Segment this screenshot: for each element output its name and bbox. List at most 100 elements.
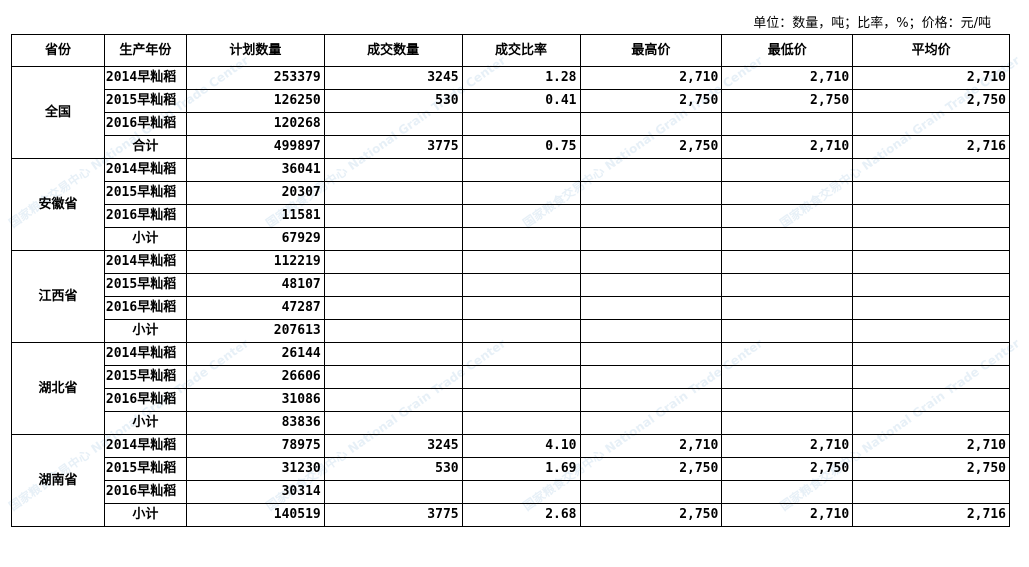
- value-cell: [852, 365, 1010, 389]
- column-header: 省份: [11, 34, 105, 67]
- value-cell: [721, 273, 854, 297]
- year-cell: 2016早籼稻: [103, 480, 187, 504]
- value-cell: [852, 250, 1010, 274]
- value-cell: [461, 480, 581, 504]
- year-cell: 2014早籼稻: [103, 342, 187, 366]
- value-cell: 2,750: [852, 457, 1010, 481]
- value-cell: [323, 158, 463, 182]
- table-row: 2016早籼稻 120268: [12, 112, 1010, 136]
- value-cell: [852, 480, 1010, 504]
- value-cell: 0.41: [461, 89, 581, 113]
- value-cell: 78975: [185, 434, 325, 458]
- value-cell: [721, 365, 854, 389]
- value-cell: 2,716: [852, 503, 1010, 527]
- table-row: 2016早籼稻 31086: [12, 388, 1010, 412]
- value-cell: [721, 319, 854, 343]
- value-cell: [579, 342, 723, 366]
- year-cell: 2016早籼稻: [103, 388, 187, 412]
- column-header: 计划数量: [185, 34, 325, 67]
- value-cell: [721, 411, 854, 435]
- value-cell: [721, 388, 854, 412]
- year-cell: 合计: [103, 135, 187, 159]
- value-cell: 2,710: [721, 66, 854, 90]
- province-cell: 湖北省: [11, 342, 105, 435]
- value-cell: [852, 319, 1010, 343]
- value-cell: 4.10: [461, 434, 581, 458]
- year-cell: 2014早籼稻: [103, 158, 187, 182]
- column-header: 平均价: [852, 34, 1010, 67]
- value-cell: [721, 181, 854, 205]
- table-row: 合计 499897 3775 0.75 2,750 2,710 2,716: [12, 135, 1010, 159]
- value-cell: 2,750: [579, 135, 723, 159]
- value-cell: [461, 158, 581, 182]
- value-cell: [461, 411, 581, 435]
- value-cell: 2,750: [852, 89, 1010, 113]
- value-cell: [461, 250, 581, 274]
- value-cell: [323, 273, 463, 297]
- column-header: 最低价: [721, 34, 854, 67]
- value-cell: 0.75: [461, 135, 581, 159]
- value-cell: 499897: [185, 135, 325, 159]
- value-cell: 2,710: [852, 434, 1010, 458]
- value-cell: [579, 411, 723, 435]
- value-cell: 2,710: [579, 66, 723, 90]
- value-cell: [579, 365, 723, 389]
- value-cell: 2,750: [579, 457, 723, 481]
- value-cell: [579, 296, 723, 320]
- table-row: 湖南省 2014早籼稻 78975 3245 4.10 2,710 2,710 2,710: [11, 434, 1010, 527]
- value-cell: [323, 388, 463, 412]
- value-cell: [461, 181, 581, 205]
- value-cell: 3775: [323, 135, 463, 159]
- value-cell: 120268: [185, 112, 325, 136]
- value-cell: [721, 204, 854, 228]
- table-row: 小计 83836: [12, 411, 1010, 435]
- value-cell: 253379: [185, 66, 325, 90]
- province-cell: 全国: [11, 66, 105, 159]
- year-cell: 2014早籼稻: [103, 434, 187, 458]
- value-cell: [461, 388, 581, 412]
- unit-note: 单位：数量，吨；比率，%；价格：元/吨: [753, 16, 991, 31]
- year-cell: 小计: [103, 319, 187, 343]
- year-cell: 2014早籼稻: [103, 66, 187, 90]
- province-cell: 安徽省: [11, 158, 105, 251]
- value-cell: 11581: [185, 204, 325, 228]
- value-cell: 140519: [185, 503, 325, 527]
- header-row: 省份 生产年份 计划数量 成交数量 成交比率 最高价 最低价 平均价: [11, 34, 1010, 67]
- table-row: 安徽省 2014早籼稻 36041: [11, 158, 1010, 251]
- value-cell: 36041: [185, 158, 325, 182]
- column-header: 最高价: [579, 34, 723, 67]
- value-cell: [579, 227, 723, 251]
- table-row: 小计 140519 3775 2.68 2,750 2,710 2,716: [12, 503, 1010, 527]
- table-row: 小计 67929: [12, 227, 1010, 251]
- value-cell: 112219: [185, 250, 325, 274]
- value-cell: 1.28: [461, 66, 581, 90]
- value-cell: [852, 342, 1010, 366]
- value-cell: 47287: [185, 296, 325, 320]
- table-row: 2015早籼稻 48107: [12, 273, 1010, 297]
- value-cell: [852, 411, 1010, 435]
- year-cell: 小计: [103, 227, 187, 251]
- value-cell: 2,710: [852, 66, 1010, 90]
- value-cell: 48107: [185, 273, 325, 297]
- value-cell: [579, 250, 723, 274]
- value-cell: 2,750: [579, 503, 723, 527]
- value-cell: [461, 273, 581, 297]
- value-cell: 2,710: [579, 434, 723, 458]
- year-cell: 2015早籼稻: [103, 273, 187, 297]
- column-header: 生产年份: [103, 34, 187, 67]
- value-cell: [461, 342, 581, 366]
- value-cell: 3245: [323, 434, 463, 458]
- year-cell: 2015早籼稻: [103, 457, 187, 481]
- value-cell: [721, 296, 854, 320]
- value-cell: 2,750: [579, 89, 723, 113]
- value-cell: [461, 365, 581, 389]
- value-cell: [721, 158, 854, 182]
- value-cell: [579, 388, 723, 412]
- auction-results-table: 省份 生产年份 计划数量 成交数量 成交比率 最高价 最低价 平均价 全国 2014早籼稻 253…: [11, 34, 1010, 527]
- value-cell: 207613: [185, 319, 325, 343]
- value-cell: [852, 112, 1010, 136]
- year-cell: 2016早籼稻: [103, 204, 187, 228]
- value-cell: 2,710: [721, 434, 854, 458]
- province-cell: 江西省: [11, 250, 105, 343]
- value-cell: [323, 411, 463, 435]
